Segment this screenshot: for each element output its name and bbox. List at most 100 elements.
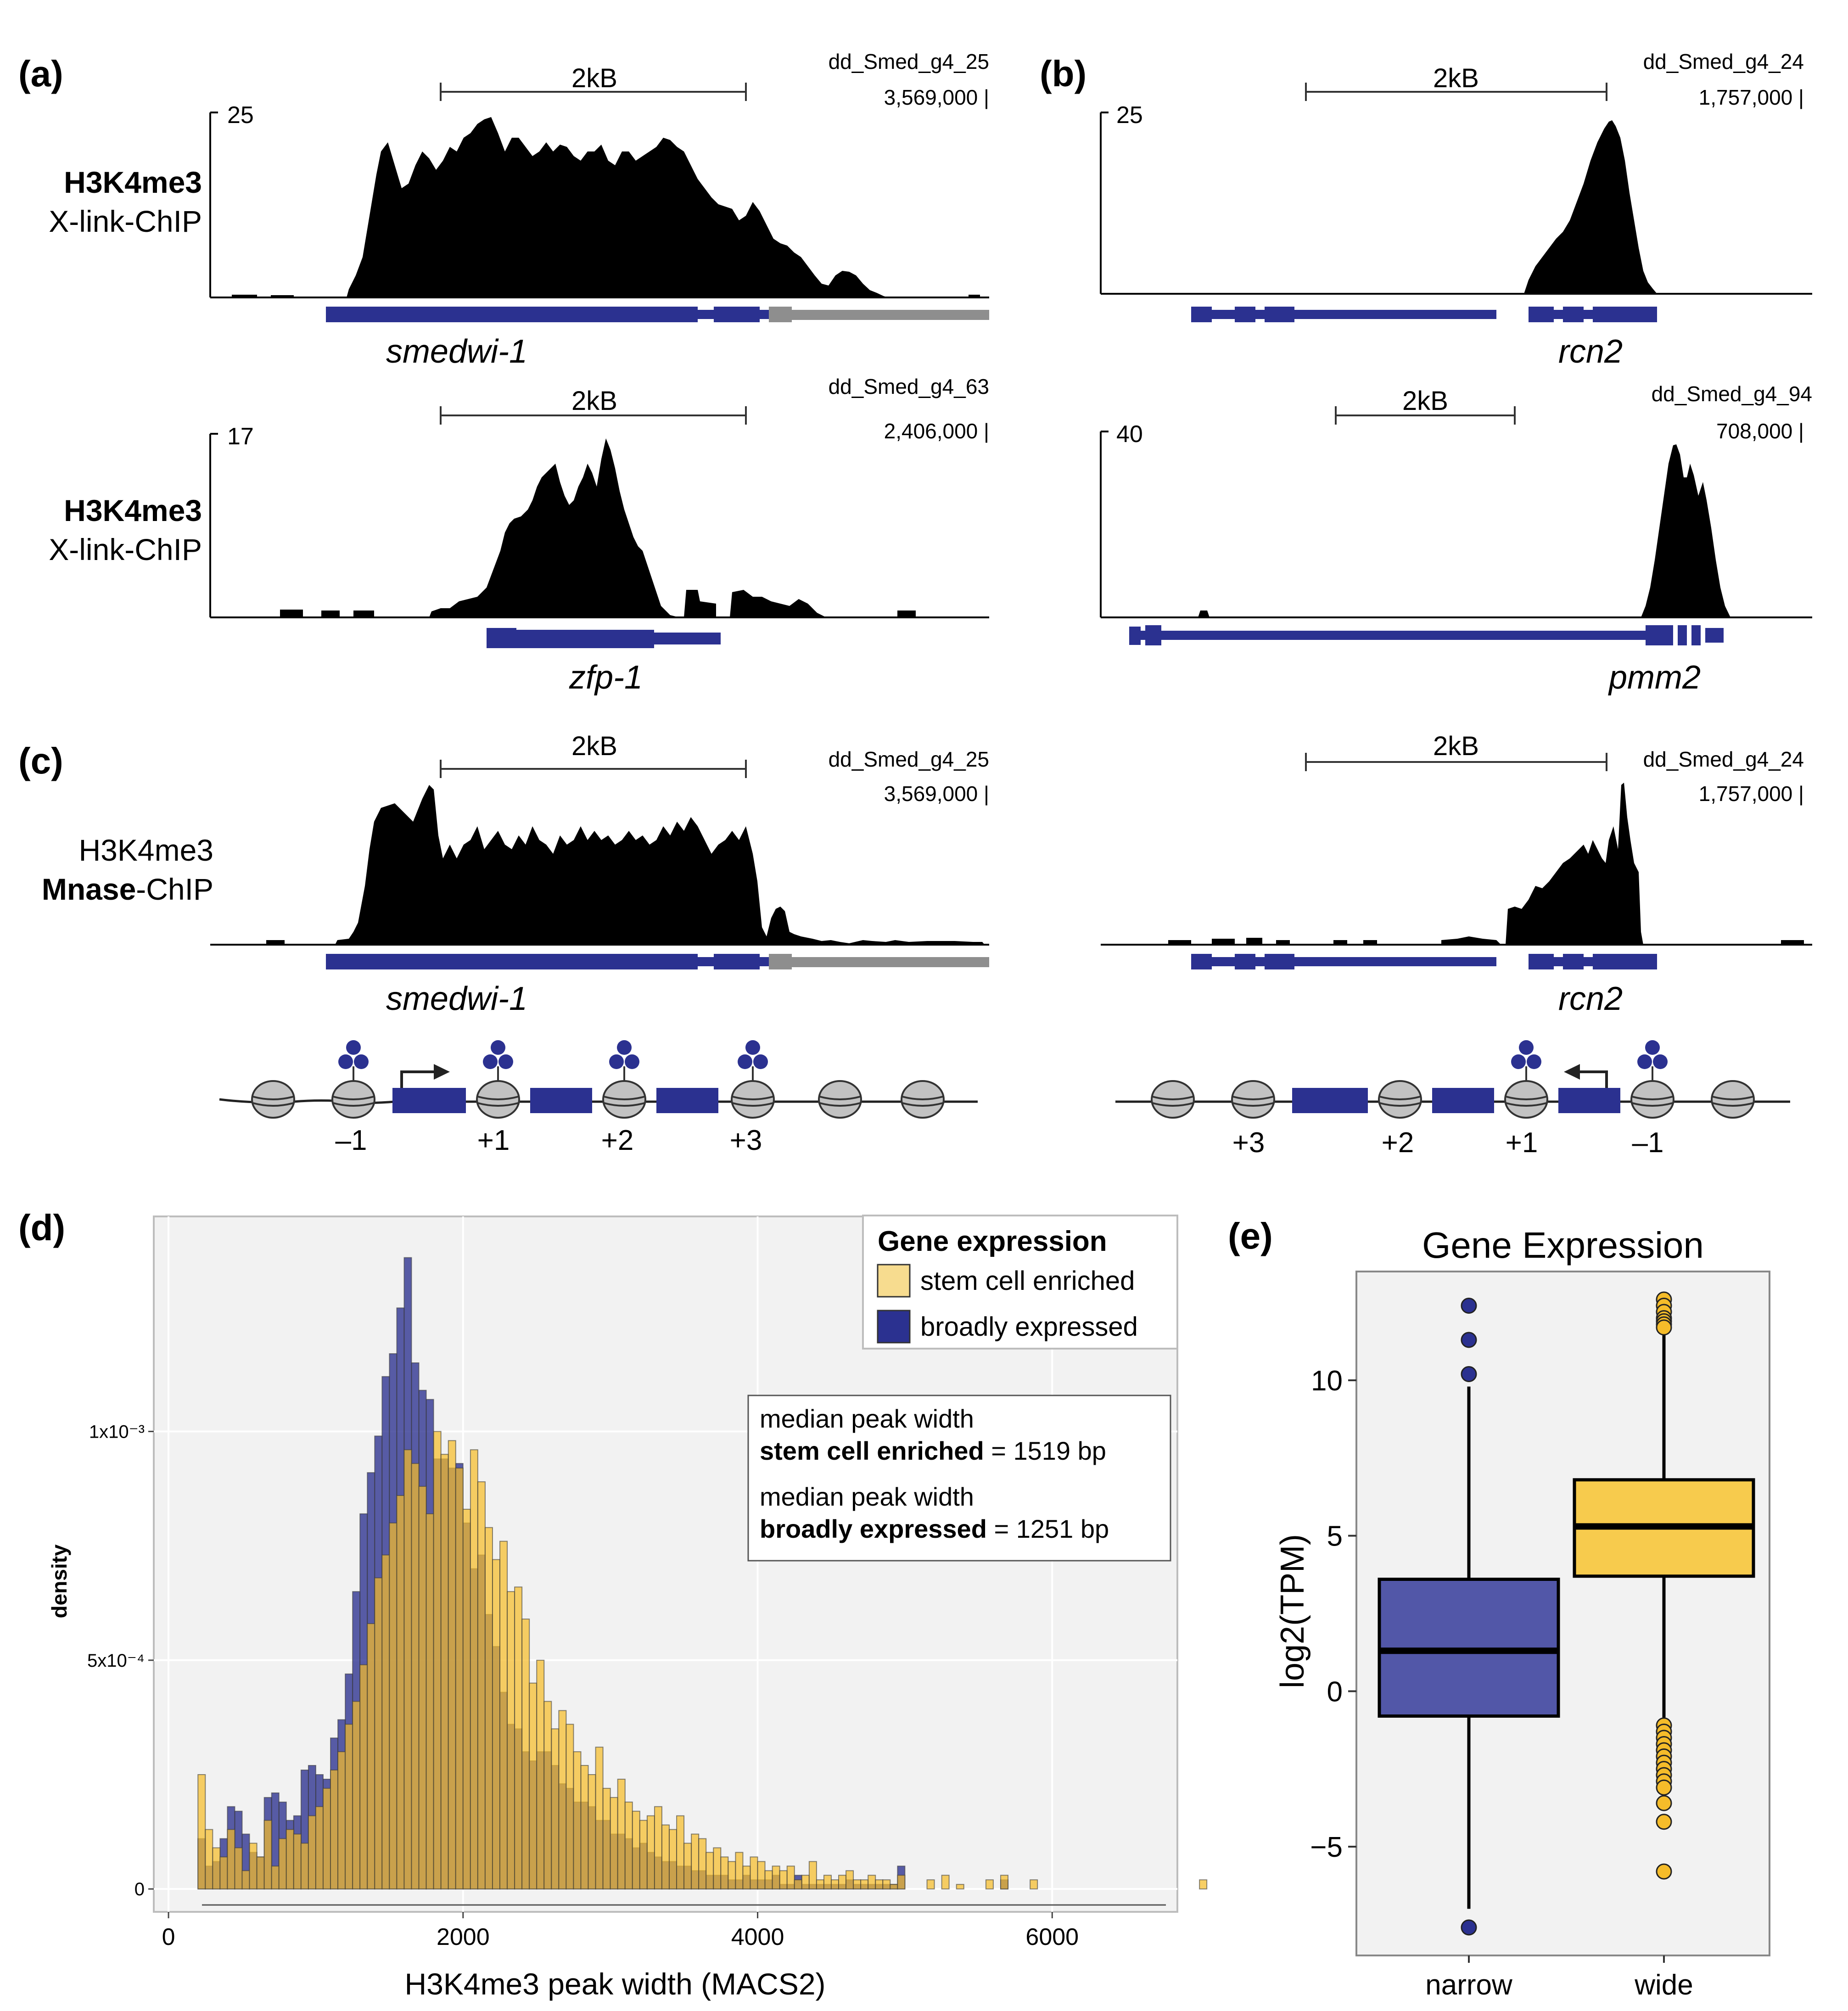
- track-c2-coord: 1,757,000 |: [1699, 782, 1804, 806]
- legend-swatch-stem-cell-enriched: [877, 1264, 911, 1298]
- nucleosome: [901, 1080, 945, 1119]
- track-c2-signal: [1168, 783, 1804, 945]
- histogram-bar: [212, 1847, 221, 1890]
- nucleosome: [1378, 1080, 1422, 1119]
- track-c1-signal: [266, 785, 985, 945]
- row3-assay-rest: -ChIP: [136, 872, 213, 906]
- histogram-x-label: H3K4me3 peak width (MACS2): [404, 1967, 825, 2001]
- track-b2: 2kB dd_Smed_g4_94 708,000 | 40 pmm2: [1100, 382, 1812, 696]
- annotation-broad-label: broadly expressed: [760, 1514, 987, 1543]
- x-tick-label: 4000: [731, 1924, 784, 1950]
- boxplot-outlier: [1656, 1795, 1672, 1811]
- histogram-bar: [521, 1619, 530, 1890]
- histogram-bar: [875, 1879, 884, 1890]
- track-c2: 2kB dd_Smed_g4_24 1,757,000 | rcn2: [1101, 731, 1812, 1017]
- y-tick-label: 10: [1311, 1365, 1343, 1397]
- track-b2-coord: 708,000 |: [1716, 419, 1804, 443]
- row1-assay-sub: X-link-ChIP: [49, 204, 202, 238]
- histogram-bar: [654, 1806, 662, 1890]
- histogram-bar: [286, 1829, 294, 1890]
- boxplot-boxes: [1378, 1291, 1755, 1936]
- boxplot-y-axis: −5 0 5 10: [1310, 1365, 1356, 1863]
- track-b1-signal: [1524, 120, 1657, 294]
- track-c1-scale: 2kB: [571, 731, 617, 761]
- histogram-bar: [941, 1875, 950, 1890]
- track-c2-gene: rcn2: [1558, 980, 1623, 1017]
- annotation-stem-value: = 1519 bp: [984, 1436, 1106, 1465]
- track-b1-gene: rcn2: [1558, 333, 1623, 370]
- histogram-bar: [374, 1577, 383, 1890]
- histogram-bar: [580, 1765, 589, 1890]
- nucleosome: [1630, 1080, 1674, 1119]
- histogram-bar: [683, 1843, 692, 1890]
- annotation-line-3: median peak width: [760, 1482, 974, 1511]
- histogram-bar: [853, 1879, 862, 1890]
- y-tick-label: 1x10⁻³: [89, 1422, 145, 1442]
- histogram-bar: [499, 1540, 508, 1890]
- histogram-bar: [529, 1682, 538, 1890]
- track-c2-gene-model: [1191, 954, 1657, 969]
- histogram-bar: [543, 1701, 552, 1890]
- track-b2-signal: [1198, 444, 1730, 617]
- nucleosome-diagram-right: +3 +2 +1 –1: [1115, 1039, 1790, 1159]
- nucleosome-label: +3: [1232, 1127, 1265, 1159]
- panel-label-a: (a): [18, 53, 63, 94]
- histogram-bar: [249, 1843, 258, 1890]
- y-tick-label: 5: [1327, 1521, 1343, 1552]
- histogram-bar: [337, 1751, 346, 1890]
- histogram-bar: [197, 1774, 206, 1890]
- y-tick-label: 0: [1327, 1676, 1343, 1708]
- histogram-bar: [345, 1724, 353, 1890]
- histogram-bar: [838, 1875, 847, 1890]
- histogram-bar: [676, 1815, 685, 1890]
- histogram-bar: [1199, 1879, 1208, 1890]
- boxplot-panel: Gene Expression −5 0 5 10 narrow wide log2(T…: [1274, 1225, 1770, 2001]
- histogram-bar: [507, 1591, 515, 1890]
- boxplot-outlier: [1656, 1814, 1672, 1830]
- legend-label-broadly-expressed: broadly expressed: [920, 1312, 1138, 1342]
- histogram-bar: [735, 1852, 744, 1890]
- histogram-bar: [816, 1879, 824, 1890]
- exon-block: [530, 1088, 592, 1113]
- x-tick-label: narrow: [1425, 1969, 1512, 2001]
- annotation-stem-label: stem cell enriched: [760, 1436, 984, 1465]
- track-b2-contig: dd_Smed_g4_94: [1652, 382, 1812, 406]
- histogram-bar: [411, 1463, 420, 1890]
- histogram-bar: [808, 1861, 817, 1890]
- track-a1-gene: smedwi-1: [386, 333, 527, 370]
- track-a2-coord: 2,406,000 |: [884, 419, 989, 443]
- histogram-bar: [1030, 1879, 1038, 1890]
- x-tick-label: 0: [162, 1924, 175, 1950]
- track-a2-signal: [280, 438, 916, 617]
- h3k4me3-mark-icon: [337, 1039, 370, 1082]
- histogram-bar: [661, 1824, 670, 1890]
- row2-assay-bold: H3K4me3: [64, 493, 202, 527]
- histogram-bar: [396, 1495, 405, 1890]
- histogram-bar: [271, 1865, 280, 1890]
- h3k4me3-mark-icon: [1636, 1039, 1669, 1082]
- h3k4me3-mark-icon: [1510, 1039, 1542, 1082]
- boxplot-x-axis: narrow wide: [1425, 1955, 1693, 2001]
- nucleosome-label: +3: [730, 1125, 762, 1156]
- histogram-bar: [566, 1724, 574, 1890]
- x-tick-label: 6000: [1025, 1924, 1079, 1950]
- histogram-bar: [728, 1861, 736, 1890]
- nucleosome: [1711, 1080, 1755, 1119]
- nucleosome-label: +2: [601, 1125, 634, 1156]
- histogram-bar: [227, 1829, 235, 1890]
- row1-assay-bold: H3K4me3: [64, 165, 202, 199]
- histogram-bar: [602, 1787, 611, 1890]
- median-annotation: median peak width stem cell enriched = 1…: [747, 1395, 1171, 1562]
- histogram-bar: [588, 1774, 596, 1890]
- nucleosome-diagram-left: –1 +1 +2 +3: [219, 1039, 978, 1156]
- histogram-bar: [698, 1838, 707, 1890]
- histogram-bar: [263, 1820, 272, 1890]
- exon-block: [1558, 1088, 1620, 1113]
- track-b1-coord: 1,757,000 |: [1699, 85, 1804, 109]
- track-c1-coord: 3,569,000 |: [884, 782, 989, 806]
- track-b1-gene-model: [1191, 307, 1657, 322]
- annotation-line-2: stem cell enriched = 1519 bp: [760, 1436, 1106, 1465]
- legend-swatch-broadly-expressed: [877, 1310, 911, 1344]
- histogram-bar: [352, 1701, 361, 1890]
- histogram-bar: [956, 1884, 964, 1890]
